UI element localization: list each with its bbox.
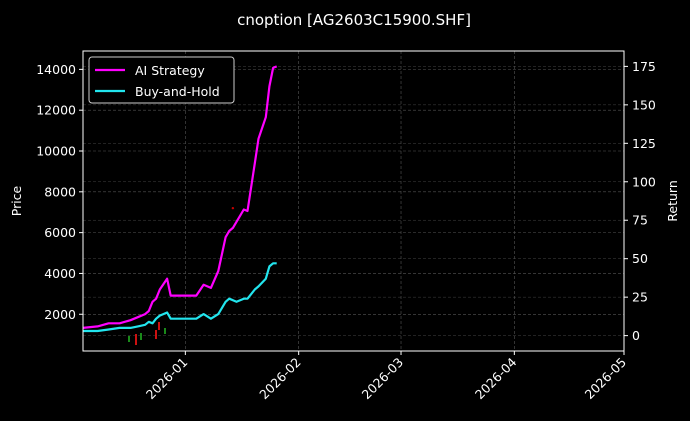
right-y-tick-label: 125 [632,136,656,151]
right-y-tick-label: 50 [632,251,648,266]
x-axis: 2026-01 2026-02 2026-03 2026-04 2026-05 [143,351,629,402]
left-y-tick-label: 10000 [36,144,76,159]
right-y-tick-label: 100 [632,174,656,189]
candle [135,334,137,345]
left-y-tick-label: 4000 [44,266,76,281]
candle [164,328,166,334]
left-y-tick-label: 6000 [44,225,76,240]
left-y-tick-label: 12000 [36,103,76,118]
x-tick-label: 2026-05 [582,355,630,403]
series-lines [82,65,278,333]
legend-label-buy-and-hold: Buy-and-Hold [135,84,220,99]
right-y-axis-label: Return [665,180,680,221]
right-y-tick-label: 150 [632,97,656,112]
left-y-tick-label: 8000 [44,184,76,199]
series-ai-strategy [82,65,278,329]
left-y-tick-label: 2000 [44,307,76,322]
left-y-tick-label: 14000 [36,62,76,77]
x-tick-label: 2026-02 [256,355,304,403]
right-y-tick-label: 25 [632,290,648,305]
candle [155,330,157,339]
grid-lines [83,51,625,351]
legend-box [88,56,235,104]
outlier-point [231,206,235,210]
candle [128,336,130,342]
x-tick-label: 2026-04 [472,354,520,402]
right-y-tick-label: 175 [632,59,656,74]
chart-title: cnoption [AG2603C15900.SHF] [237,11,471,29]
x-tick-label: 2026-03 [359,355,407,403]
legend: AI Strategy Buy-and-Hold [88,56,235,104]
left-y-axis: 2000 4000 6000 8000 10000 12000 14000 [36,62,83,322]
x-tick-label: 2026-01 [143,355,191,403]
candle [140,333,142,340]
right-y-tick-label: 75 [632,213,648,228]
right-y-axis: 0 25 50 75 100 125 150 175 [624,59,656,343]
price-candles [128,206,235,345]
candle [158,322,160,330]
left-y-axis-label: Price [9,185,24,216]
series-buy-and-hold [83,262,277,333]
right-y-tick-label: 0 [632,328,640,343]
plot-frame [82,50,625,352]
legend-label-ai-strategy: AI Strategy [135,63,205,78]
